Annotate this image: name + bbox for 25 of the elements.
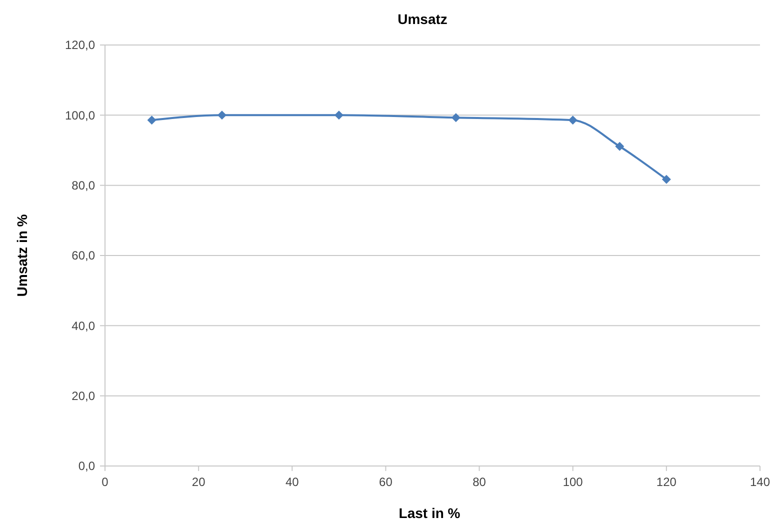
chart-title: Umsatz xyxy=(398,11,448,27)
x-tick-label: 60 xyxy=(379,475,393,489)
point xyxy=(334,110,344,120)
y-tick-label: 40,0 xyxy=(72,318,96,333)
point xyxy=(615,142,624,151)
x-tick-label: 100 xyxy=(562,475,584,489)
x-tick-label: 120 xyxy=(656,475,677,489)
y-tick-label: 0,0 xyxy=(78,459,96,474)
point xyxy=(217,110,226,120)
y-tick-label: 20,0 xyxy=(72,389,96,404)
y-tick-label: 100,0 xyxy=(64,108,96,122)
point xyxy=(568,116,578,125)
x-tick-label: 40 xyxy=(285,475,300,489)
x-tick-label: 0 xyxy=(102,475,109,489)
x-tick-label: 80 xyxy=(472,475,486,489)
y-tick-label: 120,0 xyxy=(64,38,96,52)
point xyxy=(662,174,671,184)
y-axis-title: Umsatz in % xyxy=(14,214,30,297)
x-axis-title: Last in % xyxy=(398,505,461,521)
y-tick-label: 60,0 xyxy=(72,248,96,263)
x-tick-label: 20 xyxy=(192,475,206,489)
point xyxy=(147,116,156,125)
point xyxy=(451,113,460,122)
x-tick-label: 140 xyxy=(750,475,770,489)
y-tick-label: 80,0 xyxy=(72,178,96,193)
